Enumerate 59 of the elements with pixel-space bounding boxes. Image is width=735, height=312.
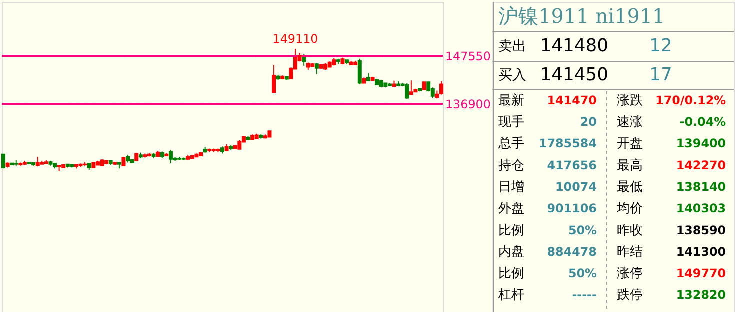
annotation: 149110 <box>272 32 318 46</box>
text: 最低 <box>616 180 643 195</box>
text: 17 <box>650 64 672 86</box>
text: 901106 <box>547 202 597 216</box>
text: 开盘 <box>616 136 643 152</box>
text: 总手 <box>498 136 525 152</box>
text: 内盘 <box>498 244 525 260</box>
text: 141450 <box>540 64 609 86</box>
text: 12 <box>650 36 672 57</box>
text: 跌停 <box>616 288 643 304</box>
text: 买入 <box>498 68 527 84</box>
text: 沪镍1911 ni1911 <box>498 4 666 28</box>
text: 170/0.12% <box>656 93 726 108</box>
candlestick <box>439 81 444 96</box>
candlestick <box>405 82 410 100</box>
text: 昨结 <box>616 244 643 260</box>
text: 20 <box>580 115 597 130</box>
candlestick <box>272 64 276 94</box>
text: 外盘 <box>498 202 525 217</box>
text: 速涨 <box>616 115 643 130</box>
text: 138590 <box>676 223 726 238</box>
text: 50% <box>568 266 598 281</box>
text: -0.04% <box>680 115 726 130</box>
text: 均价 <box>616 202 643 217</box>
text: 昨收 <box>616 223 643 238</box>
candlestick <box>358 58 362 85</box>
text: 涨停 <box>616 266 643 282</box>
text: 141300 <box>676 244 726 259</box>
text: 涨跌 <box>616 93 643 108</box>
text: 417656 <box>547 158 597 172</box>
text: 139400 <box>676 136 726 151</box>
text: 141480 <box>540 36 609 57</box>
text: 138140 <box>676 180 726 194</box>
text: 现手 <box>498 115 525 130</box>
text: 最高 <box>616 157 643 174</box>
text: 持仓 <box>498 158 525 174</box>
text: 10074 <box>556 180 597 194</box>
text: 比例 <box>498 223 525 238</box>
text: 50% <box>568 223 598 238</box>
text: 比例 <box>498 266 525 282</box>
text: ----- <box>572 288 597 302</box>
candlestick <box>409 80 414 96</box>
candlestick <box>302 54 306 66</box>
text: 132820 <box>676 288 726 302</box>
text: 卖出 <box>498 38 527 55</box>
text: 142270 <box>676 158 726 172</box>
candlestick <box>238 140 242 150</box>
y-tick-label: 147550 <box>445 49 491 64</box>
text: 141470 <box>547 93 597 108</box>
text: 1785584 <box>538 136 597 151</box>
text: 149770 <box>676 266 726 281</box>
candlestick <box>1 154 6 170</box>
text: 140303 <box>676 202 726 216</box>
text: 日增 <box>498 180 525 195</box>
candlestick <box>36 156 40 168</box>
text: 杠杆 <box>498 288 525 304</box>
text: 884478 <box>547 244 597 259</box>
text: 最新 <box>498 93 525 108</box>
y-tick-label: 136900 <box>445 98 491 112</box>
